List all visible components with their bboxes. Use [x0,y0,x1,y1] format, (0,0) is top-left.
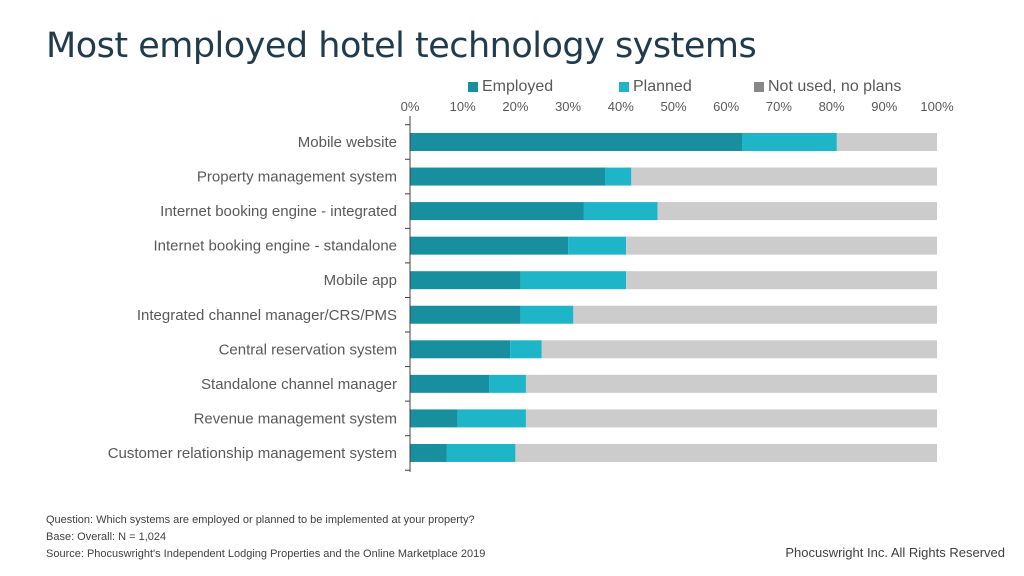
copyright-notice: Phocuswright Inc. All Rights Reserved [785,545,1005,560]
x-tick-label: 60% [713,99,739,114]
bar-not-used [626,236,937,255]
footer-question: Question: Which systems are employed or … [46,514,475,526]
category-label: Standalone channel manager [201,376,397,393]
x-tick-label: 90% [871,99,897,114]
bar-employed [410,167,605,186]
bar-employed [410,236,569,255]
category-label: Internet booking engine - standalone [153,238,397,255]
category-label: Revenue management system [194,410,397,427]
bar-employed [410,340,511,359]
x-tick-label: 10% [450,99,476,114]
bar-planned [446,443,516,462]
legend-label-not-used: Not used, no plans [768,78,902,95]
bar-planned [604,167,632,186]
bar-employed [410,133,743,151]
legend-swatch-not-used [754,82,764,92]
x-tick-label: 20% [502,99,528,114]
bar-not-used [626,271,937,290]
legend-label-planned: Planned [633,78,692,95]
legend-label-employed: Employed [482,78,554,95]
x-tick-label: 50% [660,99,686,114]
category-label: Customer relationship management system [108,445,397,462]
bar-planned [489,374,526,393]
footer-source: Source: Phocuswright's Independent Lodgi… [46,548,486,560]
bar-planned [520,305,574,324]
chart-title: Most employed hotel technology systems [46,26,757,66]
bar-planned [510,340,542,359]
bar-employed [410,271,521,290]
footer-notes: Question: Which systems are employed or … [46,512,485,563]
x-tick-label: 0% [401,99,420,114]
x-tick-label: 70% [766,99,792,114]
bar-not-used [541,340,937,359]
legend-item-not-used: Not used, no plans [754,78,901,96]
x-tick-label: 100% [920,99,954,114]
legend-item-employed: Employed [468,78,553,96]
bar-planned [568,236,627,255]
bar-planned [742,133,837,151]
bar-not-used [573,305,937,324]
bar-not-used [515,443,937,462]
bar-employed [410,443,447,462]
legend-swatch-employed [468,82,478,92]
bar-employed [410,409,458,428]
category-label: Mobile website [298,134,397,151]
bar-planned [520,271,627,290]
bar-not-used [657,202,937,221]
bar-planned [457,409,526,428]
category-label: Integrated channel manager/CRS/PMS [137,307,397,324]
bar-employed [410,305,521,324]
bar-not-used [836,133,937,151]
legend-item-planned: Planned [619,78,692,96]
x-tick-label: 40% [608,99,634,114]
bar-not-used [525,374,937,393]
bar-not-used [525,409,937,428]
category-label: Central reservation system [219,341,397,358]
legend-swatch-planned [619,82,629,92]
category-label: Mobile app [324,272,397,289]
bar-not-used [631,167,937,186]
bar-planned [583,202,658,221]
bar-employed [410,202,584,221]
bar-employed [410,374,490,393]
x-tick-label: 30% [555,99,581,114]
x-tick-label: 80% [819,99,845,114]
footer-base: Base: Overall: N = 1,024 [46,531,167,543]
category-label: Internet booking engine - integrated [160,203,397,220]
category-label: Property management system [197,169,397,186]
